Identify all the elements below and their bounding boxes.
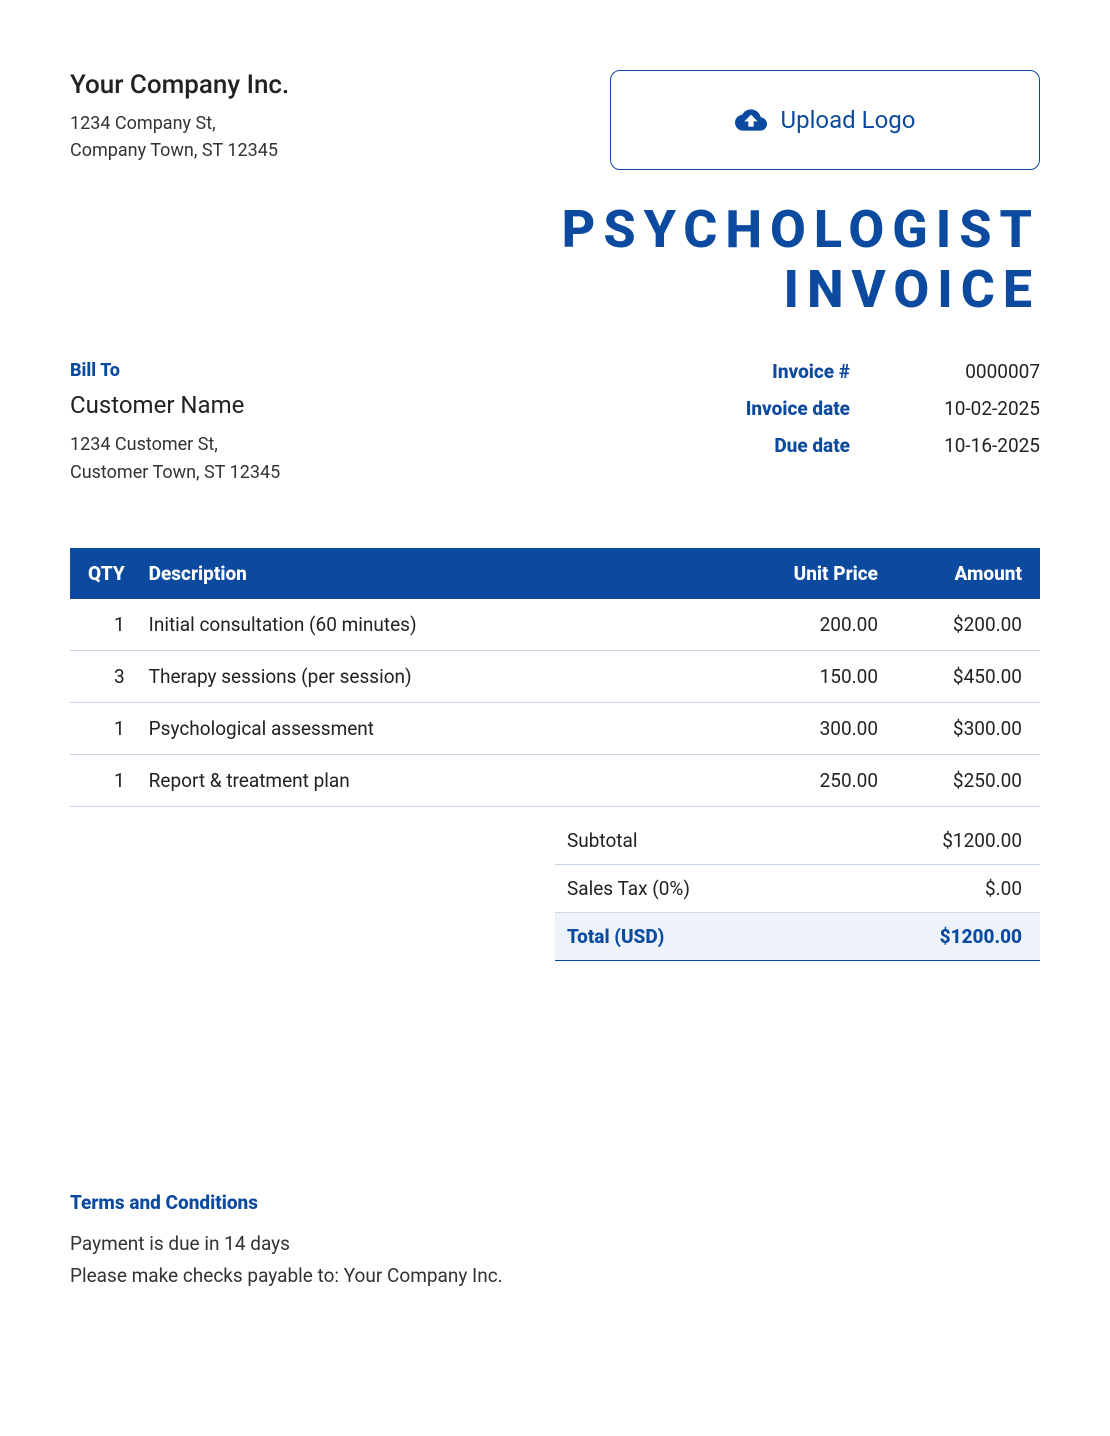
cell-desc: Therapy sessions (per session) <box>137 651 730 703</box>
due-date-label: Due date <box>710 434 850 457</box>
terms-heading: Terms and Conditions <box>70 1191 1040 1214</box>
bill-to-block: Bill To Customer Name 1234 Customer St, … <box>70 360 555 489</box>
bill-to-heading: Bill To <box>70 360 555 381</box>
terms-block: Terms and Conditions Payment is due in 1… <box>70 1191 1040 1293</box>
cloud-upload-icon <box>735 108 767 132</box>
invoice-date-value: 10-02-2025 <box>910 397 1040 420</box>
invoice-number-label: Invoice # <box>710 360 850 383</box>
company-name: Your Company Inc. <box>70 70 610 100</box>
col-amount: Amount <box>890 548 1040 599</box>
due-date-value: 10-16-2025 <box>910 434 1040 457</box>
tax-value: $.00 <box>985 877 1022 900</box>
upload-logo-label: Upload Logo <box>781 106 916 134</box>
cell-price: 250.00 <box>730 755 890 807</box>
company-block: Your Company Inc. 1234 Company St, Compa… <box>70 70 610 164</box>
cell-qty: 1 <box>70 755 137 807</box>
cell-price: 200.00 <box>730 599 890 651</box>
invoice-date-label: Invoice date <box>710 397 850 420</box>
upload-logo-button[interactable]: Upload Logo <box>610 70 1040 170</box>
totals-block: Subtotal $1200.00 Sales Tax (0%) $.00 To… <box>555 817 1040 961</box>
table-row: 3 Therapy sessions (per session) 150.00 … <box>70 651 1040 703</box>
cell-amount: $300.00 <box>890 703 1040 755</box>
total-label: Total (USD) <box>567 925 664 948</box>
company-address: 1234 Company St, Company Town, ST 12345 <box>70 110 610 164</box>
table-row: 1 Psychological assessment 300.00 $300.0… <box>70 703 1040 755</box>
col-description: Description <box>137 548 730 599</box>
invoice-title: PSYCHOLOGIST INVOICE <box>70 200 1040 320</box>
cell-amount: $250.00 <box>890 755 1040 807</box>
customer-name: Customer Name <box>70 391 555 419</box>
invoice-title-line1: PSYCHOLOGIST <box>70 200 1040 260</box>
subtotal-row: Subtotal $1200.00 <box>555 817 1040 865</box>
cell-amount: $450.00 <box>890 651 1040 703</box>
table-row: 1 Initial consultation (60 minutes) 200.… <box>70 599 1040 651</box>
table-row: 1 Report & treatment plan 250.00 $250.00 <box>70 755 1040 807</box>
invoice-title-line2: INVOICE <box>70 260 1040 320</box>
cell-desc: Report & treatment plan <box>137 755 730 807</box>
invoice-date-row: Invoice date 10-02-2025 <box>555 397 1040 420</box>
cell-qty: 1 <box>70 599 137 651</box>
customer-address: 1234 Customer St, Customer Town, ST 1234… <box>70 431 555 489</box>
terms-line1: Payment is due in 14 days <box>70 1228 1040 1260</box>
cell-price: 300.00 <box>730 703 890 755</box>
cell-price: 150.00 <box>730 651 890 703</box>
company-address-line2: Company Town, ST 12345 <box>70 137 610 164</box>
cell-amount: $200.00 <box>890 599 1040 651</box>
due-date-row: Due date 10-16-2025 <box>555 434 1040 457</box>
cell-qty: 3 <box>70 651 137 703</box>
cell-qty: 1 <box>70 703 137 755</box>
company-address-line1: 1234 Company St, <box>70 110 610 137</box>
invoice-number-value: 0000007 <box>910 360 1040 383</box>
col-qty: QTY <box>70 548 137 599</box>
tax-row: Sales Tax (0%) $.00 <box>555 865 1040 913</box>
subtotal-value: $1200.00 <box>942 829 1022 852</box>
cell-desc: Initial consultation (60 minutes) <box>137 599 730 651</box>
terms-line2: Please make checks payable to: Your Comp… <box>70 1260 1040 1292</box>
subtotal-label: Subtotal <box>567 829 637 852</box>
total-value: $1200.00 <box>940 925 1022 948</box>
terms-text: Payment is due in 14 days Please make ch… <box>70 1228 1040 1293</box>
invoice-meta-block: Invoice # 0000007 Invoice date 10-02-202… <box>555 360 1040 489</box>
header-row: Your Company Inc. 1234 Company St, Compa… <box>70 70 1040 170</box>
line-items-table: QTY Description Unit Price Amount 1 Init… <box>70 548 1040 807</box>
col-unit-price: Unit Price <box>730 548 890 599</box>
invoice-number-row: Invoice # 0000007 <box>555 360 1040 383</box>
table-header-row: QTY Description Unit Price Amount <box>70 548 1040 599</box>
customer-address-line1: 1234 Customer St, <box>70 431 555 460</box>
customer-address-line2: Customer Town, ST 12345 <box>70 459 555 488</box>
cell-desc: Psychological assessment <box>137 703 730 755</box>
tax-label: Sales Tax (0%) <box>567 877 690 900</box>
meta-row: Bill To Customer Name 1234 Customer St, … <box>70 360 1040 489</box>
total-row: Total (USD) $1200.00 <box>555 913 1040 961</box>
